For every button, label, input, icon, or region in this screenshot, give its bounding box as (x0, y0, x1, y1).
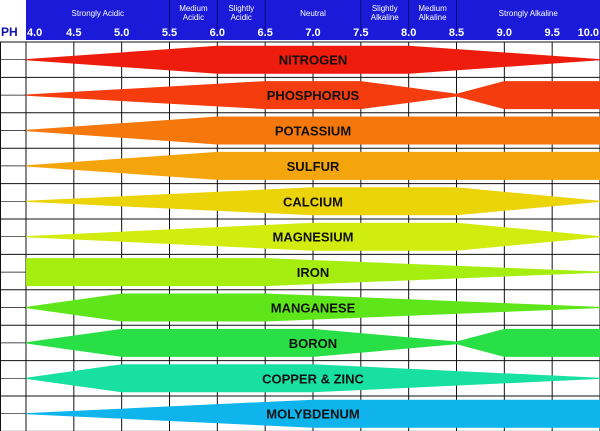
band-sulfur (26, 151, 600, 180)
tick-label: 8.5 (449, 27, 464, 39)
label-magnesium: MAGNESIUM (273, 230, 354, 245)
region-label: Slightly Alkaline (371, 4, 400, 22)
tick-strip (26, 30, 600, 40)
tick-label: 5.5 (162, 27, 177, 39)
ph-scale-header: Strongly Acidic Medium Acidic Slightly Acidi… (26, 0, 600, 40)
band-nitrogen (26, 45, 600, 74)
band-copper-zinc (26, 364, 600, 393)
region-label: Strongly Acidic (72, 9, 124, 18)
region-label: Slightly Acidic (228, 4, 254, 22)
tick-label: 6.0 (210, 27, 225, 39)
tick-label: 7.0 (305, 27, 320, 39)
nutrient-bands: NITROGEN PHOSPHORUS POTASSIUM SULFUR CALCIUM… (26, 45, 600, 428)
label-manganese: MANGANESE (271, 301, 356, 316)
band-calcium (26, 187, 600, 216)
band-phosphorus (26, 81, 600, 110)
label-sulfur: SULFUR (287, 159, 340, 174)
band-manganese (26, 293, 600, 322)
region-label: Neutral (300, 9, 326, 18)
region-label: Medium Acidic (179, 4, 208, 22)
tick-label: 10.0 (578, 27, 599, 39)
label-copper-zinc: COPPER & ZINC (262, 371, 364, 386)
region-label: Medium Alkaline (418, 4, 447, 22)
tick-label: 4.5 (66, 27, 81, 39)
ph-axis-label: PH (1, 25, 18, 39)
tick-label: 7.5 (353, 27, 368, 39)
region-label: Strongly Alkaline (499, 9, 559, 18)
band-magnesium (26, 222, 600, 251)
band-boron (26, 328, 600, 357)
tick-label: 9.5 (545, 27, 560, 39)
label-molybdenum: MOLYBDENUM (266, 407, 359, 422)
label-iron: IRON (297, 265, 330, 280)
label-boron: BORON (289, 336, 337, 351)
band-potassium (26, 116, 600, 145)
label-potassium: POTASSIUM (275, 124, 351, 139)
tick-label: 8.0 (401, 27, 416, 39)
tick-label: 6.5 (258, 27, 273, 39)
header-band (26, 0, 600, 30)
band-molybdenum (26, 399, 600, 428)
tick-label: 9.0 (497, 27, 512, 39)
tick-label: 5.0 (114, 27, 129, 39)
label-nitrogen: NITROGEN (279, 53, 348, 68)
label-phosphorus: PHOSPHORUS (267, 88, 360, 103)
label-calcium: CALCIUM (283, 194, 343, 209)
band-iron (26, 258, 600, 287)
tick-label: 4.0 (27, 27, 42, 39)
